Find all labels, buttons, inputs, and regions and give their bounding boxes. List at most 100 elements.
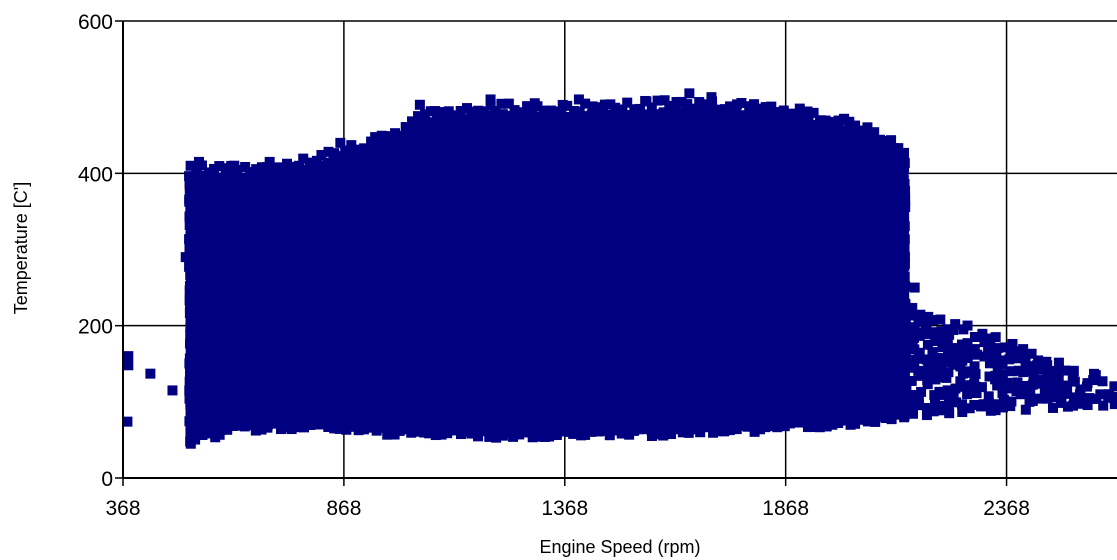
data-point — [226, 380, 237, 391]
data-point — [628, 273, 639, 284]
data-point — [485, 352, 496, 363]
data-point — [418, 329, 429, 340]
data-point — [419, 404, 430, 415]
data-point — [623, 374, 634, 385]
data-point — [401, 195, 412, 206]
data-point — [245, 227, 256, 238]
data-point — [388, 136, 399, 147]
data-point — [592, 316, 603, 327]
data-point — [610, 102, 621, 113]
data-point — [515, 152, 526, 163]
data-point — [412, 426, 423, 437]
data-point — [376, 213, 387, 224]
data-point — [370, 303, 381, 314]
data-point — [628, 210, 639, 221]
data-point — [478, 247, 489, 258]
data-point — [334, 216, 345, 227]
data-point — [538, 312, 549, 323]
data-point — [556, 109, 567, 120]
data-point — [220, 357, 231, 368]
data-point — [346, 360, 357, 371]
data-point — [372, 165, 383, 176]
data-point — [238, 185, 249, 196]
data-point — [323, 317, 334, 328]
data-point — [316, 370, 327, 381]
data-point — [424, 273, 435, 284]
data-point — [322, 348, 333, 359]
data-point — [335, 284, 346, 295]
data-point — [472, 321, 483, 332]
data-point — [304, 380, 315, 391]
data-point — [214, 405, 225, 416]
data-point — [538, 237, 549, 248]
data-point — [382, 391, 393, 402]
data-point — [616, 178, 627, 189]
data-point — [263, 268, 274, 279]
data-point — [436, 131, 447, 142]
data-point — [478, 404, 489, 415]
data-point — [622, 291, 633, 302]
data-point — [335, 382, 346, 393]
data-point — [238, 222, 249, 233]
data-point — [413, 123, 424, 134]
data-point — [574, 417, 585, 428]
data-point — [287, 244, 298, 255]
data-point — [622, 246, 633, 257]
data-point — [382, 321, 393, 332]
data-point — [406, 379, 417, 390]
data-point — [268, 218, 279, 229]
data-point — [274, 198, 285, 209]
data-point — [634, 282, 645, 293]
data-point — [185, 345, 196, 356]
data-point — [286, 194, 297, 205]
data-point — [484, 165, 495, 176]
data-point — [358, 375, 369, 386]
data-point — [304, 241, 315, 252]
data-point — [562, 125, 573, 136]
data-point — [545, 407, 556, 418]
data-point — [598, 220, 609, 231]
data-point — [623, 159, 634, 170]
data-point — [556, 389, 567, 400]
data-point — [479, 329, 490, 340]
data-point — [299, 216, 310, 227]
data-point — [448, 110, 459, 121]
data-point — [574, 139, 585, 150]
data-point — [437, 348, 448, 359]
data-point — [406, 272, 417, 283]
data-point — [408, 391, 419, 402]
data-point — [616, 365, 627, 376]
data-point — [221, 404, 232, 415]
data-point — [352, 224, 363, 235]
data-point — [508, 111, 519, 122]
data-point — [514, 183, 525, 194]
data-point — [617, 318, 628, 329]
data-point — [599, 330, 610, 341]
data-point — [304, 261, 315, 272]
data-point — [396, 305, 407, 316]
data-point — [467, 211, 478, 222]
data-point — [292, 235, 303, 246]
data-point — [484, 221, 495, 232]
data-point — [538, 197, 549, 208]
data-point — [287, 171, 298, 182]
data-point — [443, 196, 454, 207]
data-point — [460, 115, 471, 126]
data-point — [545, 111, 556, 122]
data-point — [437, 201, 448, 212]
data-point — [622, 411, 633, 422]
data-point — [473, 105, 484, 116]
data-point — [478, 397, 489, 408]
data-point — [455, 408, 466, 419]
data-point — [190, 348, 201, 359]
data-point — [568, 303, 579, 314]
data-point — [616, 270, 627, 281]
data-point — [406, 427, 417, 438]
data-point — [503, 413, 514, 424]
data-point — [412, 347, 423, 358]
data-point — [442, 337, 453, 348]
data-point — [328, 362, 339, 373]
data-point — [340, 159, 351, 170]
data-point — [472, 175, 483, 186]
data-point — [364, 297, 375, 308]
